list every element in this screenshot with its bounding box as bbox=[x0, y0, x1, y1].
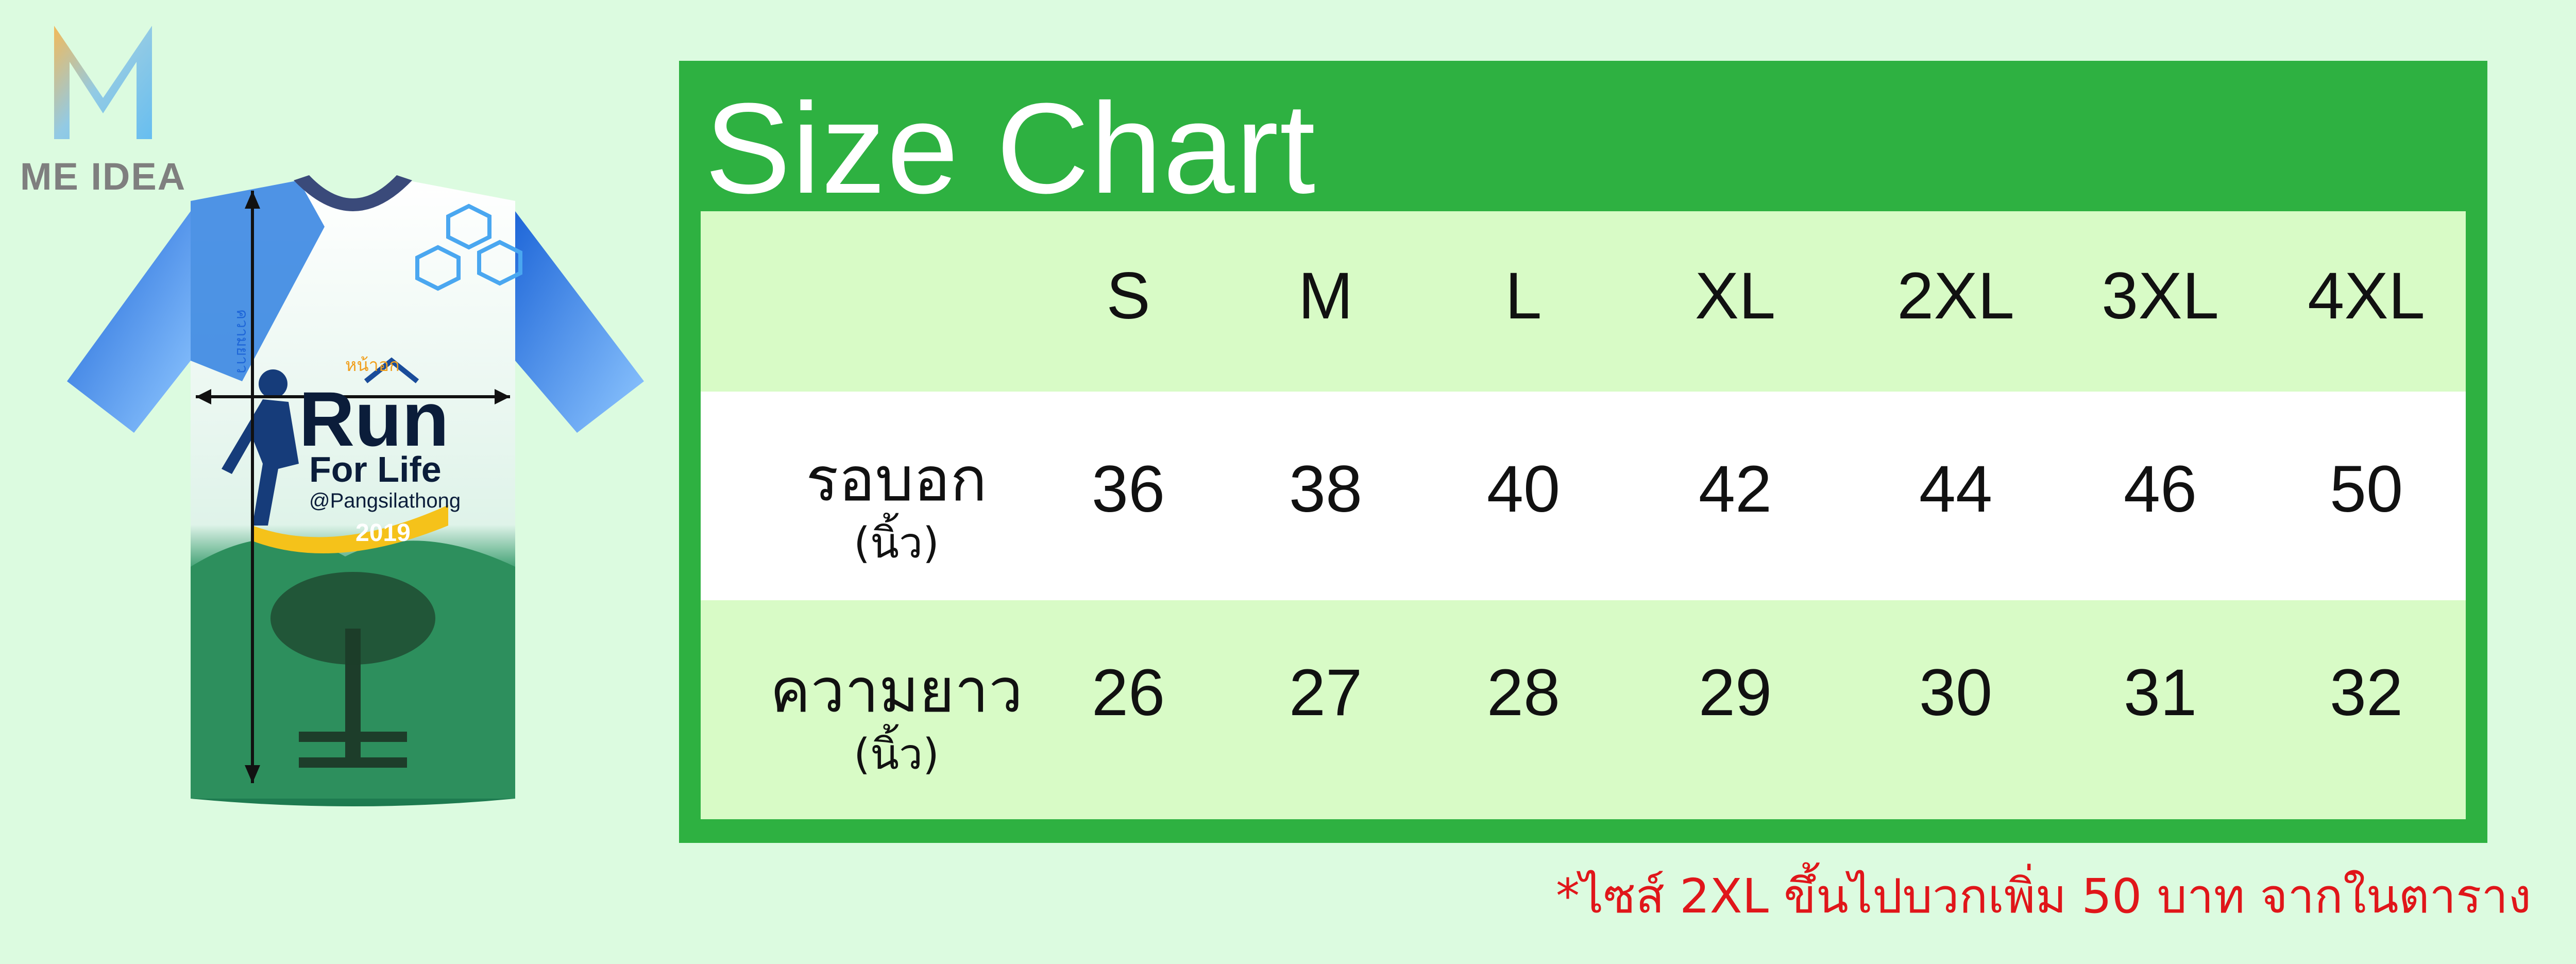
shirt-handle: @Pangsilathong bbox=[309, 489, 461, 512]
size-header-s: S bbox=[1106, 259, 1150, 333]
size-header-row: S M L XL 2XL 3XL 4XL bbox=[701, 211, 2466, 392]
length-value-4xl: 32 bbox=[2329, 656, 2403, 730]
shirt-year: 2019 bbox=[355, 519, 411, 547]
length-value-l: 28 bbox=[1486, 656, 1561, 730]
chest-value-s: 36 bbox=[1091, 452, 1165, 526]
size-chart-panel: Size Chart S M L XL 2XL 3XL 4XL รอบอก (น… bbox=[679, 61, 2487, 843]
length-value-3xl: 31 bbox=[2123, 656, 2197, 730]
chest-row: รอบอก (นิ้ว) 36 38 40 42 44 46 50 bbox=[701, 392, 2466, 600]
size-header-l: L bbox=[1505, 259, 1542, 333]
chest-value-4xl: 50 bbox=[2329, 452, 2403, 526]
size-header-4xl: 4XL bbox=[2308, 259, 2425, 333]
length-unit: (นิ้ว) bbox=[853, 730, 940, 779]
chest-value-2xl: 44 bbox=[1919, 452, 1993, 526]
tshirt-illustration: หน้าอก ความยาว Run For Life @Pangsilatho… bbox=[67, 175, 644, 806]
chest-value-m: 38 bbox=[1289, 452, 1363, 526]
chest-row-header: รอบอก (นิ้ว) bbox=[752, 441, 1041, 569]
chest-unit: (นิ้ว) bbox=[853, 519, 940, 568]
size-header-xl: XL bbox=[1694, 259, 1776, 333]
chest-marker-label: หน้าอก bbox=[345, 355, 400, 376]
length-row-header: ความยาว (นิ้ว) bbox=[752, 652, 1041, 781]
length-value-2xl: 30 bbox=[1919, 656, 1993, 730]
size-chart-title: Size Chart bbox=[705, 76, 1317, 220]
chest-value-l: 40 bbox=[1486, 452, 1561, 526]
size-header-3xl: 3XL bbox=[2102, 259, 2219, 333]
size-header-m: M bbox=[1298, 259, 1353, 333]
length-marker-label: ความยาว bbox=[233, 309, 251, 374]
size-chart-table: S M L XL 2XL 3XL 4XL รอบอก (นิ้ว) 36 38 … bbox=[701, 211, 2466, 819]
chest-value-3xl: 46 bbox=[2123, 452, 2197, 526]
length-row: ความยาว (นิ้ว) 26 27 28 29 30 31 32 bbox=[701, 600, 2466, 819]
chest-value-xl: 42 bbox=[1698, 452, 1772, 526]
length-label: ความยาว bbox=[770, 655, 1023, 726]
surcharge-note: *ไซส์ 2XL ขึ้นไปบวกเพิ่ม 50 บาท จากในตาร… bbox=[1556, 869, 2532, 924]
size-header-2xl: 2XL bbox=[1897, 259, 2014, 333]
brand-name: ME IDEA bbox=[20, 155, 187, 198]
length-value-m: 27 bbox=[1289, 656, 1363, 730]
shirt-title-run: Run bbox=[299, 376, 449, 462]
chest-label: รอบอก bbox=[806, 444, 987, 515]
brand-logo bbox=[54, 26, 152, 139]
length-value-s: 26 bbox=[1091, 656, 1165, 730]
length-value-xl: 29 bbox=[1698, 656, 1772, 730]
shirt-title-forlife: For Life bbox=[309, 449, 442, 489]
